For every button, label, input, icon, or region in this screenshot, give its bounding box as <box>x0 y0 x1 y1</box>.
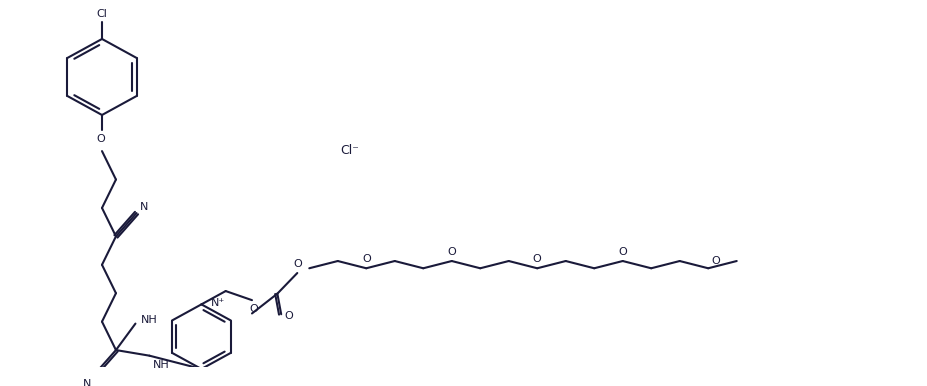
Text: O: O <box>249 304 259 314</box>
Text: Cl⁻: Cl⁻ <box>340 144 360 157</box>
Text: Cl: Cl <box>96 9 108 19</box>
Text: O: O <box>293 259 301 269</box>
Text: N: N <box>140 202 148 212</box>
Text: O: O <box>533 254 541 264</box>
Text: O: O <box>712 256 720 266</box>
Text: O: O <box>96 134 106 144</box>
Text: O: O <box>618 247 627 257</box>
Text: NH: NH <box>141 315 158 325</box>
Text: O: O <box>362 254 371 264</box>
Text: O: O <box>285 311 294 321</box>
Text: O: O <box>448 247 456 257</box>
Text: N⁺: N⁺ <box>211 298 225 308</box>
Text: N: N <box>83 379 91 386</box>
Text: NH: NH <box>153 360 170 370</box>
